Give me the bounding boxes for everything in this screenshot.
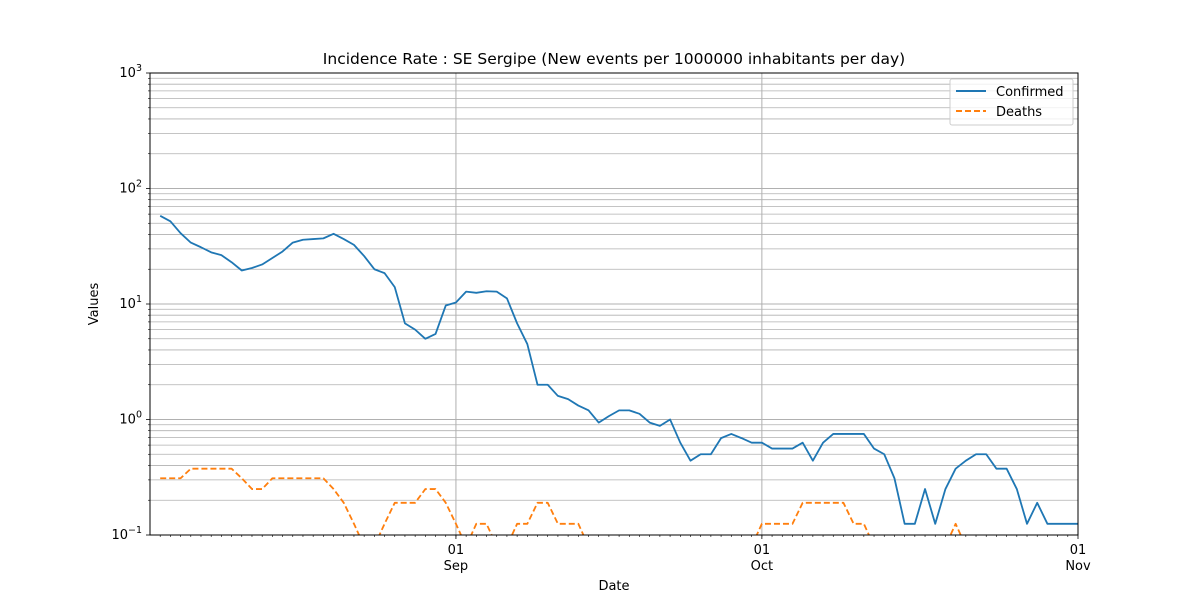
y-tick-label: 100 bbox=[119, 410, 142, 428]
y-tick-base: 10 bbox=[119, 297, 136, 312]
x-tick-day-label: 01 bbox=[448, 543, 465, 558]
y-tick-base: 10 bbox=[119, 182, 136, 197]
x-tick-month-label: Oct bbox=[751, 559, 773, 574]
y-tick-label: 102 bbox=[119, 179, 142, 197]
y-tick-label: 10−1 bbox=[111, 525, 142, 543]
y-tick-exponent: 1 bbox=[136, 294, 142, 305]
x-tick-day-label: 01 bbox=[1070, 543, 1087, 558]
x-tick-month-label: Nov bbox=[1065, 559, 1091, 574]
legend-confirmed-label: Confirmed bbox=[996, 85, 1064, 100]
y-tick-label: 103 bbox=[119, 63, 142, 81]
x-axis-label: Date bbox=[598, 579, 629, 594]
x-tick-day-label: 01 bbox=[754, 543, 771, 558]
legend: Confirmed Deaths bbox=[949, 78, 1074, 126]
y-tick-exponent: 2 bbox=[136, 179, 142, 190]
legend-deaths-label: Deaths bbox=[996, 105, 1042, 120]
y-tick-exponent: −1 bbox=[128, 525, 142, 536]
y-tick-exponent: 0 bbox=[136, 410, 142, 421]
x-tick-month-label: Sep bbox=[444, 559, 469, 574]
chart-title: Incidence Rate : SE Sergipe (New events … bbox=[323, 50, 905, 68]
y-tick-exponent: 3 bbox=[136, 63, 142, 74]
y-tick-base: 10 bbox=[119, 413, 136, 428]
y-tick-base: 10 bbox=[111, 528, 128, 543]
y-tick-label: 101 bbox=[119, 294, 142, 312]
y-axis-label: Values bbox=[87, 283, 102, 326]
grid-lines bbox=[150, 72, 1079, 536]
series-line-confirmed bbox=[159, 215, 1078, 525]
series-layer bbox=[159, 215, 1078, 535]
y-tick-base: 10 bbox=[119, 66, 136, 81]
